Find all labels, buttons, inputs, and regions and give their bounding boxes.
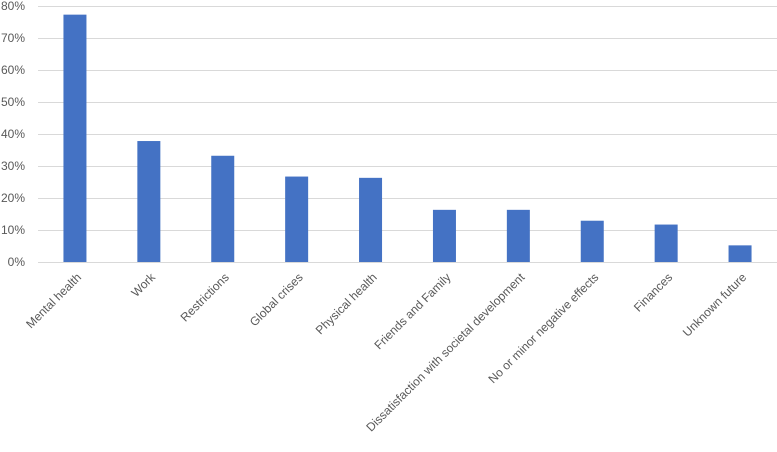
x-tick-label: Mental health (23, 270, 84, 331)
x-tick-label: Finances (631, 270, 675, 314)
bars (63, 14, 752, 263)
bar (137, 141, 161, 262)
y-tick-label: 50% (1, 95, 25, 109)
bar (211, 155, 235, 262)
y-tick-label: 40% (1, 127, 25, 141)
x-tick-label: Global crises (247, 270, 306, 329)
bar (506, 209, 530, 262)
y-tick-label: 0% (8, 255, 26, 269)
y-tick-label: 30% (1, 159, 25, 173)
y-tick-label: 20% (1, 191, 25, 205)
y-tick-label: 70% (1, 31, 25, 45)
bar (63, 14, 87, 263)
bar (580, 220, 604, 262)
x-tick-label: Unknown future (680, 270, 750, 340)
y-axis-ticks: 0% 10% 20% 30% 40% 50% 60% 70% 80% (1, 0, 25, 269)
bar (285, 176, 309, 262)
bar (654, 224, 678, 262)
bar (359, 177, 383, 262)
y-tick-label: 80% (1, 0, 25, 13)
x-tick-label: Physical health (313, 270, 380, 337)
y-tick-label: 60% (1, 63, 25, 77)
x-tick-label: Work (128, 270, 158, 300)
x-tick-label: Dissatisfaction with societal developmen… (363, 270, 528, 435)
x-tick-label: Friends and Family (372, 270, 454, 352)
x-tick-label: Restrictions (178, 270, 232, 324)
x-axis-ticks: Mental health Work Restrictions Global cris… (23, 270, 749, 435)
gridlines (38, 6, 777, 263)
bar (728, 245, 752, 262)
bar (432, 209, 456, 262)
y-tick-label: 10% (1, 223, 25, 237)
